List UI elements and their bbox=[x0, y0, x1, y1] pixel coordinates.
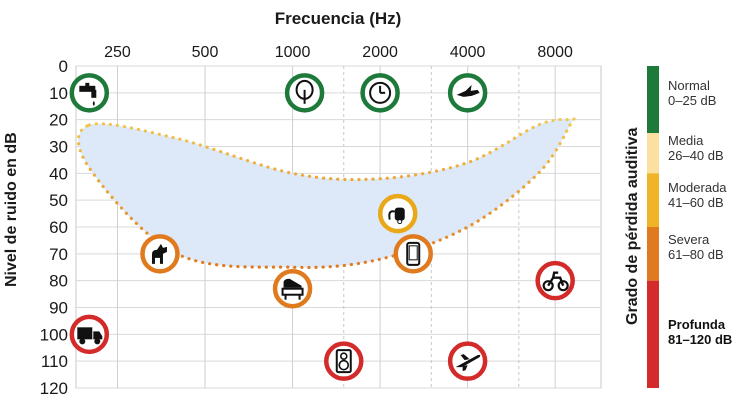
x-tick-label: 500 bbox=[192, 44, 219, 61]
y-tick-label: 90 bbox=[49, 299, 68, 318]
y-axis-title: Nivel de ruido en dB bbox=[3, 132, 20, 287]
vacuum-icon bbox=[388, 207, 405, 225]
grade-bar-normal bbox=[647, 66, 659, 134]
grade-severa-name: Severa bbox=[668, 232, 710, 247]
x-tick-label: 4000 bbox=[450, 44, 486, 61]
y-tick-label: 40 bbox=[49, 164, 68, 183]
grade-media: Media 26–40 dB bbox=[668, 133, 750, 163]
grade-severa-range: 61–80 dB bbox=[668, 247, 724, 262]
piano-icon bbox=[281, 278, 304, 300]
grade-moderada: Moderada 41–60 dB bbox=[668, 180, 750, 210]
grade-bar-severa bbox=[647, 227, 659, 281]
y-tick-label: 0 bbox=[59, 57, 68, 76]
sound-markers bbox=[69, 73, 575, 381]
y-tick-label: 10 bbox=[49, 84, 68, 103]
truck-icon bbox=[77, 327, 103, 345]
sound-marker-reloj bbox=[360, 73, 400, 113]
speaker-icon bbox=[335, 349, 352, 374]
grade-normal-name: Normal bbox=[668, 78, 710, 93]
sound-marker-arbol bbox=[284, 73, 325, 113]
grade-severa: Severa 61–80 dB bbox=[668, 232, 750, 262]
faucet-icon bbox=[79, 82, 97, 106]
y-tick-label: 110 bbox=[41, 352, 68, 371]
sound-marker-camion bbox=[69, 314, 110, 355]
y-tick-label: 100 bbox=[40, 325, 68, 344]
y-tick-label: 120 bbox=[40, 379, 68, 398]
x-tick-label: 1000 bbox=[275, 44, 311, 61]
sound-marker-ring bbox=[535, 260, 575, 301]
grade-media-range: 26–40 dB bbox=[668, 148, 724, 163]
x-tick-label: 8000 bbox=[537, 44, 573, 61]
sound-marker-aspiradora bbox=[377, 193, 418, 234]
dog-icon bbox=[151, 243, 167, 264]
x-tick-labels: 250 500 1000 2000 4000 8000 bbox=[104, 44, 573, 61]
grade-profunda-range: 81–120 dB bbox=[668, 332, 733, 347]
sound-marker-moto bbox=[535, 260, 575, 301]
y-tick-label: 60 bbox=[49, 218, 68, 237]
grade-bar-media bbox=[647, 133, 659, 174]
bird-icon bbox=[456, 84, 480, 97]
clock-icon bbox=[369, 81, 392, 104]
sound-marker-grifo bbox=[69, 73, 110, 113]
sound-marker-avion bbox=[447, 341, 488, 381]
airplane-icon bbox=[455, 354, 481, 372]
speech-banana bbox=[76, 117, 576, 270]
motorcycle-icon bbox=[542, 271, 569, 292]
sound-marker-ring bbox=[69, 73, 110, 113]
grades-title: Grado de pérdida auditiva bbox=[624, 127, 641, 325]
grade-profunda-name: Profunda bbox=[668, 317, 726, 332]
y-tick-label: 70 bbox=[49, 245, 68, 264]
grade-moderada-name: Moderada bbox=[668, 180, 727, 195]
speech-banana-area bbox=[76, 117, 576, 270]
sound-marker-ring bbox=[393, 234, 433, 274]
sound-marker-pajaro bbox=[447, 73, 488, 113]
y-tick-label: 30 bbox=[49, 138, 68, 157]
grade-bar-profunda bbox=[647, 280, 659, 388]
tree-icon bbox=[295, 79, 314, 104]
y-tick-label: 80 bbox=[49, 272, 68, 291]
sound-marker-telefono bbox=[393, 234, 433, 274]
grade-normal: Normal 0–25 dB bbox=[668, 78, 750, 108]
grade-bar-moderada bbox=[647, 173, 659, 227]
x-axis-title: Frecuencia (Hz) bbox=[275, 9, 402, 28]
y-tick-label: 20 bbox=[49, 111, 68, 130]
grade-moderada-range: 41–60 dB bbox=[668, 195, 724, 210]
phone-icon bbox=[406, 241, 421, 266]
y-tick-label: 50 bbox=[49, 191, 68, 210]
sound-marker-perro bbox=[140, 234, 180, 274]
sound-marker-piano bbox=[272, 268, 313, 309]
sound-marker-altavoz bbox=[324, 341, 364, 381]
y-tick-labels: 0 10 20 30 40 50 60 70 80 90 100 110 120 bbox=[40, 57, 68, 398]
grade-profunda: Profunda 81–120 dB bbox=[668, 317, 750, 347]
x-tick-label: 250 bbox=[104, 44, 131, 61]
grade-color-bar bbox=[647, 66, 659, 388]
grade-media-name: Media bbox=[668, 133, 704, 148]
x-tick-label: 2000 bbox=[362, 44, 398, 61]
grade-normal-range: 0–25 dB bbox=[668, 93, 717, 108]
